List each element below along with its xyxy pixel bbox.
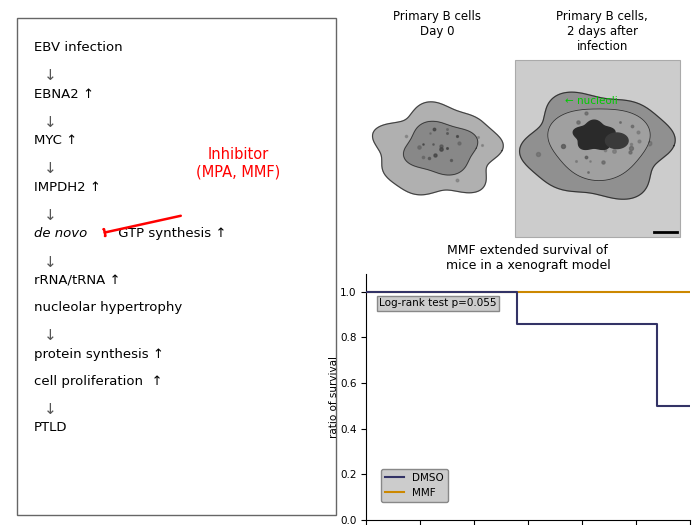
Text: nucleolar hypertrophy: nucleolar hypertrophy	[34, 301, 183, 314]
Text: MYC ↑: MYC ↑	[34, 134, 78, 148]
Polygon shape	[573, 120, 615, 150]
DMSO	[513, 289, 522, 295]
Text: ↓: ↓	[44, 115, 57, 130]
Text: ← nucleoli: ← nucleoli	[565, 96, 618, 129]
Text: ↓: ↓	[44, 162, 57, 176]
Title: MMF extended survival of
mice in a xenograft model: MMF extended survival of mice in a xenog…	[445, 245, 610, 272]
Text: GTP synthesis ↑: GTP synthesis ↑	[114, 227, 226, 240]
Polygon shape	[372, 102, 503, 195]
Line: DMSO: DMSO	[366, 292, 690, 406]
Polygon shape	[606, 133, 628, 149]
Text: cell proliferation  ↑: cell proliferation ↑	[34, 375, 163, 388]
Text: ↓: ↓	[44, 68, 57, 83]
Text: de novo: de novo	[34, 227, 88, 240]
Bar	[515, 59, 680, 237]
Text: ↓: ↓	[44, 208, 57, 223]
Text: ↓: ↓	[44, 402, 57, 417]
Text: ↓: ↓	[44, 328, 57, 343]
DMSO	[653, 321, 662, 328]
Polygon shape	[403, 121, 477, 175]
DMSO	[513, 321, 522, 328]
Polygon shape	[519, 92, 676, 199]
Text: Log-rank test p=0.055: Log-rank test p=0.055	[379, 298, 497, 308]
Legend: DMSO, MMF: DMSO, MMF	[382, 469, 448, 502]
Text: Primary B cells
Day 0: Primary B cells Day 0	[393, 10, 482, 38]
Text: Primary B cells,
2 days after
infection: Primary B cells, 2 days after infection	[556, 10, 648, 54]
DMSO	[653, 403, 662, 409]
Polygon shape	[547, 109, 650, 181]
Text: PTLD: PTLD	[34, 422, 68, 435]
Text: ↓: ↓	[44, 255, 57, 270]
Text: EBNA2 ↑: EBNA2 ↑	[34, 88, 94, 101]
Text: EBV infection: EBV infection	[34, 41, 122, 54]
Y-axis label: ratio of survival: ratio of survival	[329, 356, 339, 438]
DMSO	[685, 403, 694, 409]
Text: rRNA/tRNA ↑: rRNA/tRNA ↑	[34, 274, 121, 287]
Text: protein synthesis ↑: protein synthesis ↑	[34, 348, 164, 361]
Text: Inhibitor
(MPA, MMF): Inhibitor (MPA, MMF)	[196, 147, 280, 180]
DMSO	[362, 289, 370, 295]
Text: IMPDH2 ↑: IMPDH2 ↑	[34, 181, 102, 194]
